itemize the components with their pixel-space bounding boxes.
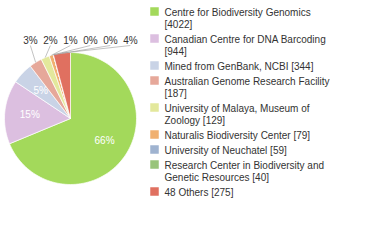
svg-text:[187]: [187] (165, 88, 187, 99)
svg-text:[944]: [944] (165, 46, 187, 57)
svg-text:Genetic Resources [40]: Genetic Resources [40] (165, 172, 270, 183)
svg-text:2%: 2% (43, 35, 58, 46)
svg-text:4%: 4% (123, 35, 138, 46)
svg-text:5%: 5% (33, 85, 48, 96)
svg-text:15%: 15% (20, 109, 40, 120)
svg-text:[4022]: [4022] (165, 19, 193, 30)
svg-text:Australian Genome Research Fac: Australian Genome Research Facility (165, 76, 330, 87)
svg-text:48 Others [275]: 48 Others [275] (165, 187, 234, 198)
svg-text:3%: 3% (23, 35, 38, 46)
svg-text:Zoology [129]: Zoology [129] (165, 115, 226, 126)
svg-text:University of Malaya, Museum o: University of Malaya, Museum of (165, 103, 310, 114)
svg-text:Research Center in Biodiversit: Research Center in Biodiversity and (165, 160, 325, 171)
svg-text:0%: 0% (83, 35, 98, 46)
svg-text:66%: 66% (95, 135, 115, 146)
svg-text:Canadian Centre for DNA Barcod: Canadian Centre for DNA Barcoding (165, 34, 326, 45)
svg-text:Naturalis Biodiversity Center: Naturalis Biodiversity Center [79] (165, 130, 311, 141)
svg-text:University of Neuchatel [59]: University of Neuchatel [59] (165, 145, 288, 156)
svg-text:Mined from GenBank, NCBI [344]: Mined from GenBank, NCBI [344] (165, 61, 314, 72)
svg-text:0%: 0% (103, 35, 118, 46)
svg-text:1%: 1% (63, 35, 78, 46)
svg-text:Centre for Biodiversity Genomi: Centre for Biodiversity Genomics (165, 7, 311, 18)
